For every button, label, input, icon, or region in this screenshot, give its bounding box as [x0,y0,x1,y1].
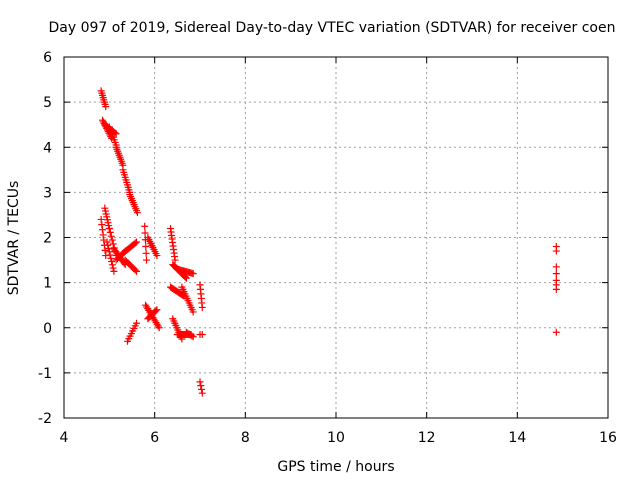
data-point [552,270,560,278]
data-point [197,382,205,390]
x-tick-label: 4 [60,430,69,446]
y-tick-label: 4 [43,140,52,156]
data-point [131,239,139,247]
data-point [131,266,139,274]
x-tick-label: 8 [241,430,250,446]
x-tick-label: 10 [327,430,345,446]
data-point [142,249,150,257]
data-point [153,252,161,260]
y-tick-label: 1 [43,276,52,292]
data-point [102,103,110,111]
data-point [141,222,149,230]
data-point [98,226,106,234]
data-point [105,224,113,232]
data-point [97,215,105,223]
chart-title: Day 097 of 2019, Sidereal Day-to-day VTE… [49,20,616,36]
data-point [133,267,141,275]
data-point [143,256,151,264]
data-point [109,264,117,272]
data-point [133,319,141,327]
data-point [106,251,114,259]
x-tick-label: 6 [150,430,159,446]
data-point [108,258,116,266]
data-point [110,267,118,275]
y-tick-label: -1 [38,366,52,382]
y-axis-title: SDTVAR / TECUs [6,181,22,296]
data-point [141,229,149,237]
data-point [182,274,190,282]
y-tick-label: 0 [43,321,52,337]
data-point [104,241,112,249]
x-axis-title: GPS time / hours [277,459,394,475]
data-point [109,240,117,248]
data-point [108,261,116,269]
data-point [171,256,179,264]
data-point [552,328,560,336]
data-point [101,246,109,254]
data-points [97,87,560,397]
data-point [107,232,115,240]
data-point [103,238,111,246]
x-tick-label: 12 [418,430,436,446]
data-point [198,385,206,393]
y-tick-label: -2 [38,411,52,427]
data-point [155,324,163,332]
x-tick-label: 14 [508,430,526,446]
data-point [133,238,141,246]
y-tick-label: 5 [43,95,52,111]
data-point [198,331,206,339]
data-point [99,116,107,124]
data-point [198,303,206,311]
data-point [106,228,114,236]
data-point [142,243,150,251]
data-point [552,285,560,293]
data-point [99,231,107,239]
data-point [552,247,560,255]
data-point [133,209,141,217]
axis-ticks [63,56,609,419]
y-tick-label: 3 [43,185,52,201]
y-tick-labels: -2 -1 0 1 2 3 4 5 6 [38,50,52,427]
data-point [152,307,160,315]
data-point [153,306,161,314]
data-point [189,270,197,278]
data-point [189,333,197,341]
x-tick-label: 16 [599,430,617,446]
data-point [552,263,560,271]
data-point [196,378,204,386]
data-point [112,130,120,138]
grid-lines [64,57,608,418]
data-point [108,236,116,244]
data-point [107,254,115,262]
data-point [189,308,197,316]
y-tick-label: 2 [43,231,52,247]
data-point [198,389,206,397]
y-tick-label: 6 [43,50,52,66]
x-tick-labels: 4 6 8 10 12 14 16 [60,430,617,446]
data-point [98,221,106,229]
data-point [188,332,196,340]
